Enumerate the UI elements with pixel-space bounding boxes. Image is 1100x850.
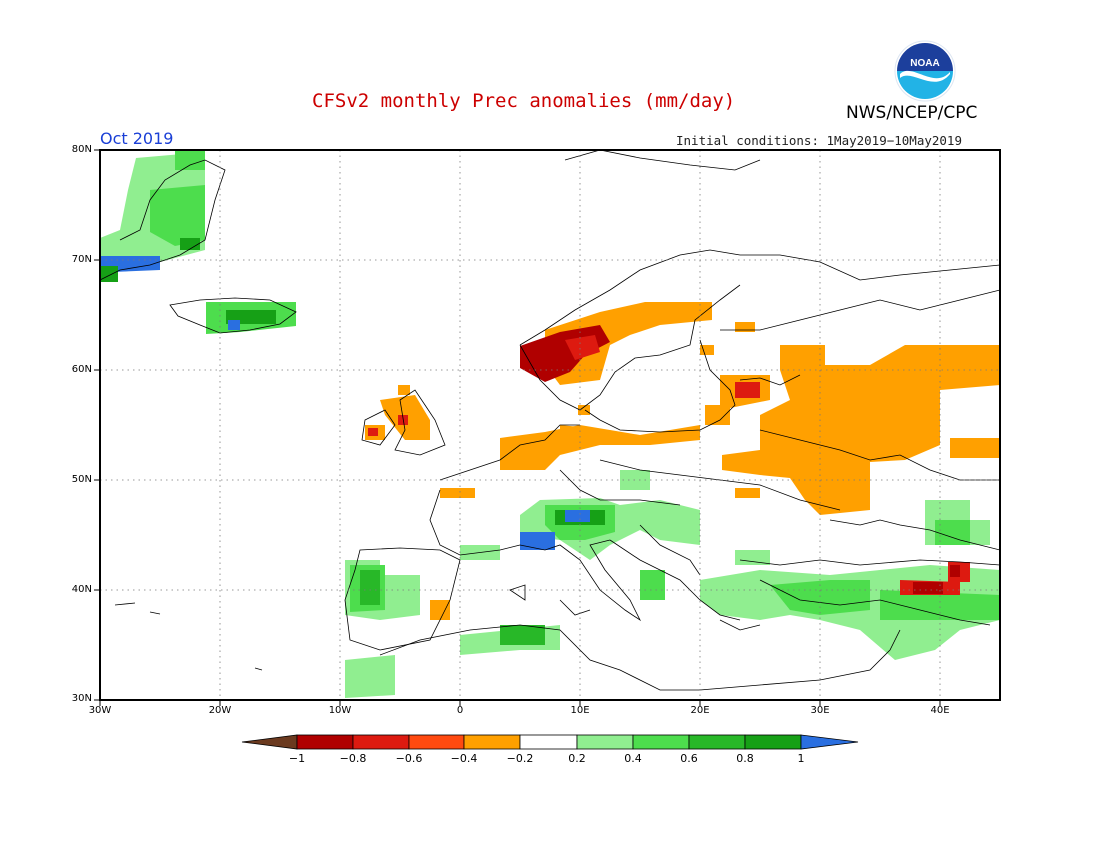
lat-label: 40N — [71, 584, 92, 595]
svg-text:NOAA: NOAA — [910, 58, 939, 69]
anomaly-iceland — [206, 302, 296, 334]
colorbar-swatch-7 — [632, 734, 690, 750]
anomaly-western-europe — [365, 385, 700, 498]
colorbar-swatch-2 — [352, 734, 410, 750]
lon-label: 40E — [930, 705, 950, 716]
colorbar-label: 0.4 — [624, 752, 642, 765]
anomaly-eastern-europe — [705, 345, 1000, 515]
noaa-logo-icon: NOAA — [894, 40, 956, 102]
coastlines — [100, 150, 1000, 691]
initial-conditions: Initial conditions: 1May2019−10May2019 — [676, 133, 962, 148]
colorbar-label: −0.4 — [450, 752, 478, 765]
map-frame — [99, 149, 1001, 701]
agency-label: NWS/NCEP/CPC — [846, 103, 978, 123]
forecast-month: Oct 2019 — [100, 129, 174, 148]
colorbar-label: 0.6 — [680, 752, 698, 765]
colorbar-swatch-4 — [463, 734, 521, 750]
colorbar-swatch-6 — [576, 734, 634, 750]
colorbar-label: −0.6 — [395, 752, 423, 765]
anomaly-greenland — [100, 150, 205, 282]
lon-label: 0 — [456, 705, 464, 716]
lon-label: 30W — [88, 705, 112, 716]
lon-label: 20W — [208, 705, 232, 716]
colorbar — [241, 734, 859, 750]
colorbar-label: 0.2 — [568, 752, 586, 765]
anomaly-scandinavia — [520, 302, 755, 385]
colorbar-label: −0.8 — [339, 752, 367, 765]
lon-label: 10W — [328, 705, 352, 716]
map-title: CFSv2 monthly Prec anomalies (mm/day) — [312, 90, 736, 112]
colorbar-swatch-5 — [519, 734, 578, 750]
lat-label: 70N — [71, 254, 92, 265]
colorbar-swatch-8 — [688, 734, 746, 750]
axis-ticks — [94, 149, 941, 706]
colorbar-swatch-0 — [241, 734, 298, 750]
colorbar-label: −1 — [288, 752, 306, 765]
lat-label: 60N — [71, 364, 92, 375]
colorbar-swatch-9 — [744, 734, 802, 750]
anomaly-iberia — [345, 545, 560, 698]
colorbar-swatch-3 — [408, 734, 465, 750]
graticule — [100, 150, 1000, 700]
colorbar-swatch-1 — [296, 734, 354, 750]
colorbar-label: −0.2 — [506, 752, 534, 765]
colorbar-swatch-10 — [800, 734, 859, 750]
lon-label: 10E — [570, 705, 590, 716]
lat-label: 50N — [71, 474, 92, 485]
lon-label: 30E — [810, 705, 830, 716]
lat-label: 80N — [71, 144, 92, 155]
colorbar-label: 0.8 — [736, 752, 754, 765]
anomaly-mediterranean — [640, 550, 1000, 660]
lon-label: 20E — [690, 705, 710, 716]
colorbar-label: 1 — [797, 752, 805, 765]
lat-label: 30N — [71, 693, 92, 704]
